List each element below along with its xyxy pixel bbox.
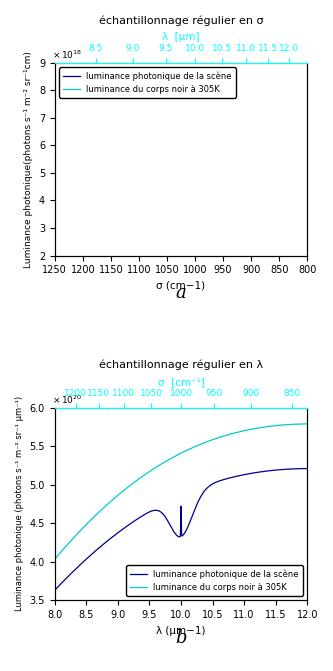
- X-axis label: σ (cm−1): σ (cm−1): [157, 280, 205, 291]
- Legend: luminance photonique de la scène, luminance du corps noir à 305K: luminance photonique de la scène, lumina…: [59, 67, 236, 98]
- Y-axis label: Luminance photonique (photons s⁻¹ m⁻² sr⁻¹ μm⁻¹): Luminance photonique (photons s⁻¹ m⁻² sr…: [15, 397, 24, 611]
- luminance photonique de la scène: [305, 464, 309, 472]
- Title: échantillonnage régulier en λ: échantillonnage régulier en λ: [99, 360, 263, 370]
- Text: a: a: [175, 284, 186, 302]
- Text: $\times\,10^{18}$: $\times\,10^{18}$: [52, 48, 82, 61]
- luminance photonique de la scène: [97, 544, 101, 552]
- Text: $\times\,10^{20}$: $\times\,10^{20}$: [52, 393, 82, 405]
- Legend: luminance photonique de la scène, luminance du corps noir à 305K: luminance photonique de la scène, lumina…: [126, 565, 303, 596]
- Title: échantillonnage régulier en σ: échantillonnage régulier en σ: [99, 15, 263, 25]
- X-axis label: λ (μm−1): λ (μm−1): [156, 625, 206, 635]
- luminance photonique de la scène: [273, 466, 277, 474]
- Y-axis label: Luminance photonique(photons s⁻¹ m⁻² sr⁻¹cm): Luminance photonique(photons s⁻¹ m⁻² sr⁻…: [24, 51, 33, 268]
- Line: luminance photonique de la scène: luminance photonique de la scène: [55, 468, 307, 590]
- luminance du corps noir à 305K: [82, 523, 86, 531]
- luminance photonique de la scène: [82, 558, 86, 566]
- luminance photonique de la scène: [53, 586, 57, 595]
- Line: luminance du corps noir à 305K: luminance du corps noir à 305K: [55, 424, 307, 559]
- Text: b: b: [175, 629, 187, 647]
- luminance du corps noir à 305K: [53, 555, 57, 563]
- luminance du corps noir à 305K: [161, 459, 165, 467]
- luminance du corps noir à 305K: [273, 421, 277, 429]
- luminance du corps noir à 305K: [305, 420, 309, 428]
- X-axis label: λ  [μm]: λ [μm]: [162, 32, 200, 42]
- X-axis label: σ  [cm⁻¹]: σ [cm⁻¹]: [158, 376, 204, 386]
- luminance du corps noir à 305K: [150, 466, 154, 474]
- luminance photonique de la scène: [161, 509, 165, 517]
- luminance du corps noir à 305K: [97, 509, 101, 517]
- luminance photonique de la scène: [300, 464, 304, 472]
- luminance du corps noir à 305K: [300, 420, 304, 428]
- luminance photonique de la scène: [150, 507, 154, 515]
